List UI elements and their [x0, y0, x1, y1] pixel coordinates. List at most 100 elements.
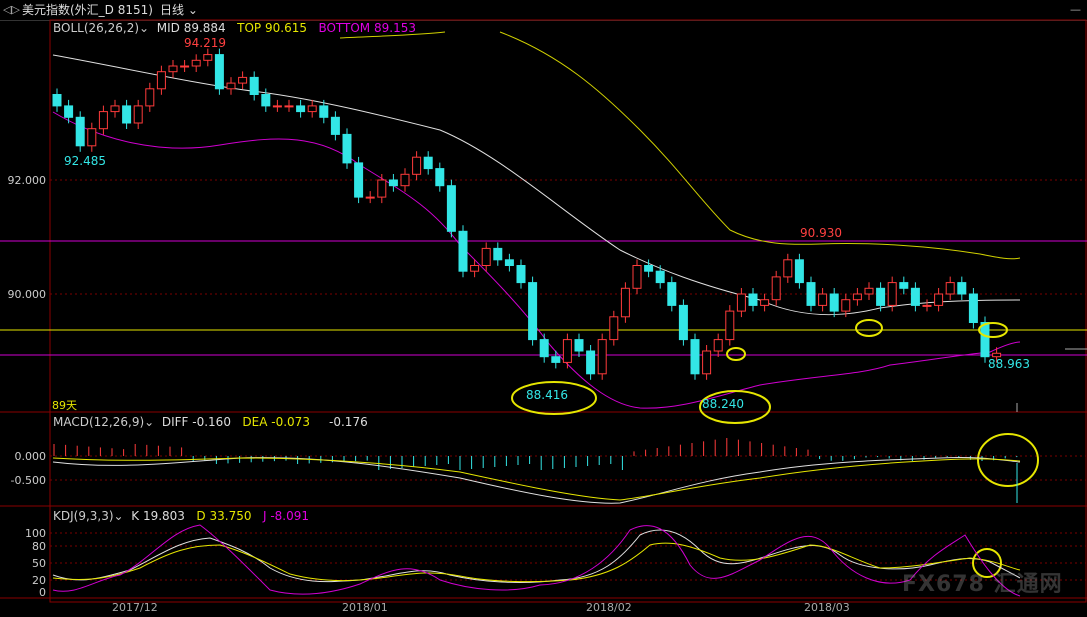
- boll-bottom-value: 89.153: [373, 21, 416, 35]
- kdj-k-label: K: [131, 509, 140, 523]
- kdj-header: KDJ(9,3,3)⌄ K 19.803 D 33.750 J -8.091: [53, 509, 309, 523]
- highlight-ellipse-kdj: [972, 548, 1002, 578]
- highlight-ellipse-small2: [855, 319, 883, 337]
- price-axis-label-90: 90.000: [7, 288, 47, 301]
- candle-body: [667, 282, 677, 306]
- candle-body: [818, 293, 828, 306]
- macd-header: MACD(12,26,9)⌄ DIFF -0.160 DEA -0.073 -0…: [53, 415, 368, 429]
- candle-body: [725, 310, 735, 341]
- macd-name: MACD(12,26,9): [53, 415, 145, 429]
- period-selector[interactable]: 日线 ⌄: [160, 0, 198, 20]
- kdj-dropdown-icon[interactable]: ⌄: [113, 509, 128, 523]
- candle-body: [562, 339, 572, 363]
- candle-body: [551, 356, 561, 363]
- highlight-ellipse-low2: [699, 390, 771, 424]
- kdj-axis-0: 0: [39, 586, 46, 599]
- candlestick-series: [52, 48, 1002, 380]
- candle-body: [644, 265, 654, 272]
- candle-body: [261, 94, 271, 107]
- candle-body: [980, 322, 990, 358]
- window-corner-icon[interactable]: —: [1070, 3, 1081, 16]
- boll-mid-value: 89.884: [183, 21, 226, 35]
- candle-body: [319, 105, 329, 118]
- candle-body: [899, 282, 909, 289]
- boll-mid-label: MID: [156, 21, 180, 35]
- candle-body: [354, 162, 364, 198]
- annotation-low3: 88.240: [702, 397, 744, 411]
- kdj-d-value: 33.750: [209, 509, 252, 523]
- candle-body: [690, 339, 700, 375]
- nav-arrows-icon[interactable]: ◁▷: [3, 3, 20, 16]
- candle-body: [365, 196, 375, 199]
- candle-body: [110, 105, 120, 113]
- candle-body: [794, 259, 804, 284]
- candle-body: [876, 287, 886, 306]
- candle-body: [934, 293, 944, 306]
- candle-body: [52, 94, 62, 107]
- boll-top-label: TOP: [237, 21, 262, 35]
- kdj-d-label: D: [196, 509, 206, 523]
- annotation-low2: 88.416: [526, 388, 568, 402]
- candle-body: [760, 299, 770, 306]
- candle-body: [87, 128, 97, 147]
- candle-body: [910, 287, 920, 306]
- annotation-days: 89天: [52, 399, 77, 412]
- chevron-down-icon[interactable]: ⌄: [184, 3, 198, 17]
- candle-body: [968, 293, 978, 323]
- boll-header: BOLL(26,26,2)⌄ MID 89.884 TOP 90.615 BOT…: [53, 21, 416, 35]
- candle-body: [574, 339, 584, 352]
- candle-body: [992, 352, 1002, 358]
- candle-body: [864, 287, 874, 295]
- boll-name: BOLL(26,26,2): [53, 21, 140, 35]
- boll-bottom-label: BOTTOM: [318, 21, 371, 35]
- annotation-last: 88.963: [988, 357, 1030, 371]
- candle-body: [412, 156, 422, 175]
- kdj-k-line: [52, 529, 1021, 583]
- candle-body: [609, 316, 619, 341]
- candle-body: [214, 54, 224, 90]
- candle-body: [133, 105, 143, 124]
- candle-body: [296, 105, 306, 113]
- boll-top-value: 90.615: [264, 21, 307, 35]
- candle-body: [528, 282, 538, 341]
- kdj-axis-100: 100: [25, 527, 46, 540]
- macd-diff-value: -0.160: [192, 415, 231, 429]
- macd-dea-line: [52, 457, 1021, 501]
- kdj-k-value: 19.803: [142, 509, 185, 523]
- candle-body: [191, 59, 201, 67]
- candle-body: [98, 111, 108, 130]
- candle-body: [504, 259, 514, 266]
- candle-body: [180, 65, 190, 68]
- boll-top-line: [499, 31, 1021, 260]
- macd-value: -0.176: [329, 415, 368, 429]
- macd-dropdown-icon[interactable]: ⌄: [144, 415, 159, 429]
- symbol-title: 美元指数(外汇_D 8151): [22, 3, 153, 17]
- candle-body: [632, 265, 642, 289]
- candle-body: [203, 54, 213, 61]
- candle-body: [435, 168, 445, 187]
- candle-body: [226, 82, 236, 90]
- candle-body: [342, 133, 352, 164]
- candle-body: [783, 259, 793, 278]
- macd-dea-label: DEA: [242, 415, 268, 429]
- candle-body: [713, 339, 723, 352]
- kdj-d-line: [52, 542, 1021, 583]
- candle-body: [377, 179, 387, 198]
- candle-body: [539, 339, 549, 358]
- candle-body: [284, 105, 294, 108]
- candle-body: [481, 247, 491, 266]
- boll-dropdown-icon[interactable]: ⌄: [139, 21, 153, 35]
- macd-histogram: [53, 438, 1018, 470]
- candle-body: [238, 76, 248, 84]
- candle-body: [945, 282, 955, 295]
- highlight-ellipse-macd: [977, 433, 1039, 487]
- candle-body: [272, 105, 282, 108]
- candle-body: [400, 173, 410, 187]
- candle-body: [75, 116, 85, 147]
- candle-body: [122, 105, 132, 124]
- candle-body: [156, 71, 166, 90]
- kdj-axis-20: 20: [32, 574, 46, 587]
- watermark-logo: FX678 汇通网: [902, 572, 1063, 597]
- candle-body: [168, 65, 178, 73]
